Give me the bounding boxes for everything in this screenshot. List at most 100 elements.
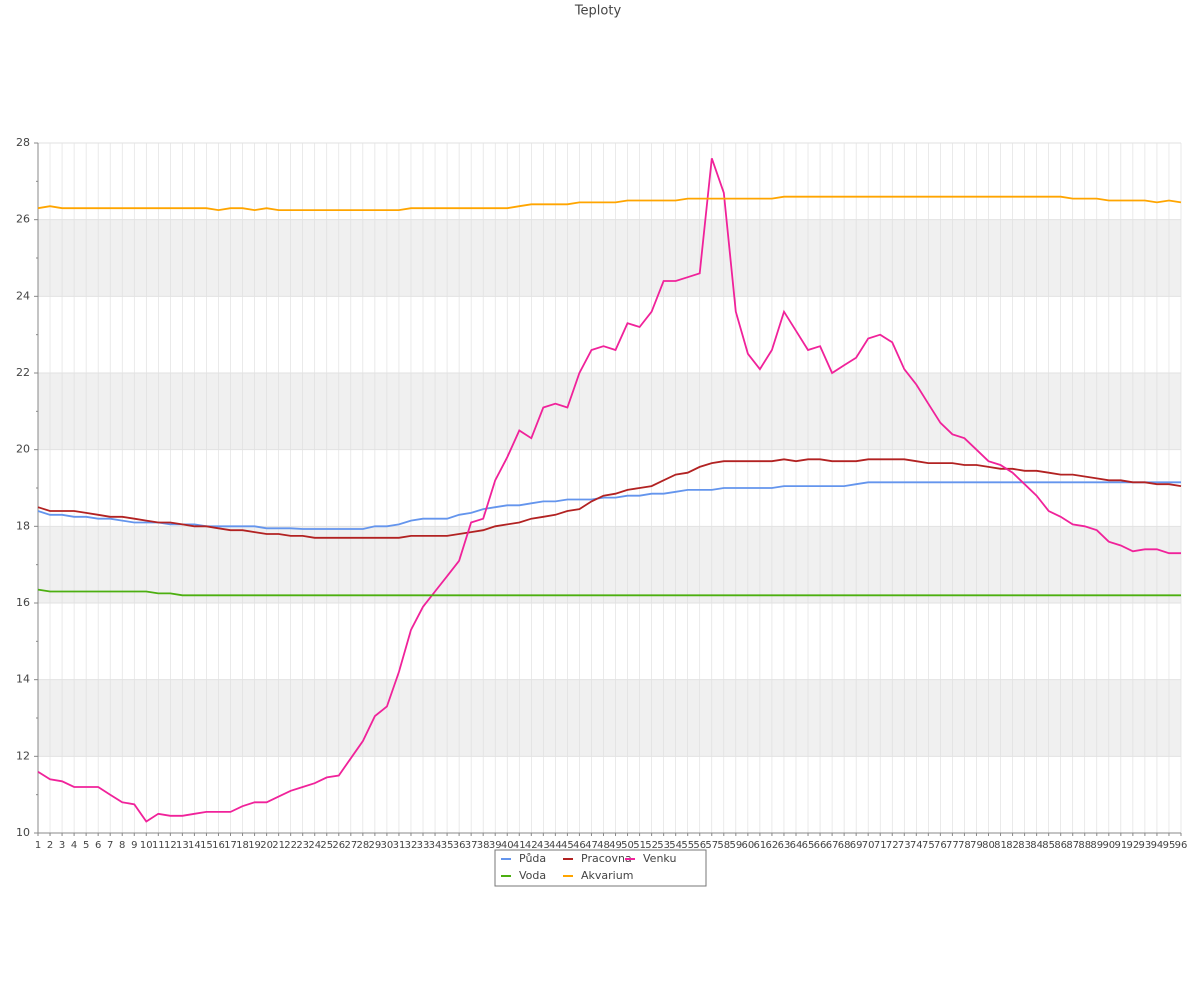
x-tick-label: 90	[1102, 840, 1115, 851]
x-tick-label: 16	[212, 840, 225, 851]
x-tick-label: 49	[609, 840, 622, 851]
y-tick-label: 10	[16, 826, 30, 839]
x-tick-label: 89	[1090, 840, 1103, 851]
x-tick-label: 8	[119, 840, 125, 851]
x-tick-label: 38	[477, 840, 490, 851]
legend-label: Pracovna	[581, 852, 632, 865]
x-tick-label: 22	[284, 840, 297, 851]
x-tick-label: 9	[131, 840, 137, 851]
x-tick-label: 4	[71, 840, 77, 851]
x-tick-label: 67	[826, 840, 839, 851]
x-tick-label: 95	[1163, 840, 1176, 851]
y-tick-label: 28	[16, 136, 30, 149]
x-tick-label: 10	[140, 840, 153, 851]
grid-band	[38, 526, 1181, 603]
x-tick-label: 35	[441, 840, 454, 851]
x-tick-label: 11	[152, 840, 165, 851]
legend-label: Půda	[519, 852, 546, 865]
x-tick-label: 55	[681, 840, 694, 851]
x-tick-label: 29	[369, 840, 382, 851]
x-tick-label: 17	[224, 840, 237, 851]
x-tick-label: 61	[754, 840, 767, 851]
legend-label: Voda	[519, 869, 546, 882]
x-tick-label: 3	[59, 840, 65, 851]
x-tick-label: 7	[107, 840, 113, 851]
x-tick-label: 68	[838, 840, 851, 851]
x-tick-label: 63	[778, 840, 791, 851]
x-tick-label: 18	[236, 840, 249, 851]
series-line	[37, 195, 1182, 212]
x-tick-label: 79	[970, 840, 983, 851]
x-tick-label: 52	[645, 840, 658, 851]
grid-band	[38, 373, 1181, 450]
x-tick-label: 6	[95, 840, 101, 851]
y-tick-label: 14	[16, 673, 30, 686]
x-tick-label: 44	[549, 840, 562, 851]
x-tick-label: 94	[1151, 840, 1164, 851]
x-tick-label: 24	[308, 840, 321, 851]
x-tick-label: 93	[1139, 840, 1152, 851]
y-tick-label: 12	[16, 749, 30, 762]
x-tick-label: 58	[717, 840, 730, 851]
x-tick-label: 32	[405, 840, 418, 851]
x-tick-label: 1	[35, 840, 41, 851]
x-tick-label: 54	[669, 840, 682, 851]
x-tick-label: 87	[1066, 840, 1079, 851]
x-tick-label: 65	[802, 840, 815, 851]
x-tick-label: 2	[47, 840, 53, 851]
x-tick-label: 77	[946, 840, 959, 851]
x-tick-label: 25	[320, 840, 333, 851]
series-line	[37, 458, 1182, 539]
chart-title: Teploty	[574, 4, 622, 19]
y-tick-label: 16	[16, 596, 30, 609]
legend-box	[494, 849, 707, 887]
x-tick-label: 71	[874, 840, 887, 851]
x-tick-label: 60	[741, 840, 754, 851]
x-tick-label: 66	[814, 840, 827, 851]
x-tick-label: 40	[501, 840, 514, 851]
x-tick-label: 74	[910, 840, 923, 851]
x-tick-label: 76	[934, 840, 947, 851]
x-tick-label: 12	[164, 840, 177, 851]
x-tick-label: 80	[982, 840, 995, 851]
x-tick-label: 72	[886, 840, 899, 851]
x-tick-label: 42	[525, 840, 538, 851]
x-tick-label: 86	[1054, 840, 1067, 851]
x-tick-label: 81	[994, 840, 1007, 851]
x-tick-label: 5	[83, 840, 89, 851]
x-tick-label: 50	[621, 840, 634, 851]
x-tick-label: 83	[1018, 840, 1031, 851]
x-tick-label: 92	[1127, 840, 1140, 851]
x-tick-label: 39	[489, 840, 502, 851]
x-tick-label: 43	[537, 840, 550, 851]
x-tick-label: 15	[200, 840, 213, 851]
x-tick-label: 75	[922, 840, 935, 851]
x-tick-label: 78	[958, 840, 971, 851]
x-tick-label: 19	[248, 840, 261, 851]
legend-label: Akvarium	[581, 869, 633, 882]
x-tick-label: 91	[1114, 840, 1127, 851]
y-tick-label: 18	[16, 519, 30, 532]
x-tick-label: 82	[1006, 840, 1019, 851]
series-line	[37, 481, 1181, 530]
x-tick-label: 36	[453, 840, 466, 851]
x-tick-label: 41	[513, 840, 526, 851]
x-tick-label: 37	[465, 840, 478, 851]
x-tick-label: 23	[296, 840, 309, 851]
x-tick-label: 14	[188, 840, 201, 851]
x-tick-label: 64	[790, 840, 803, 851]
x-tick-label: 33	[417, 840, 430, 851]
x-tick-label: 34	[429, 840, 442, 851]
x-tick-label: 31	[393, 840, 406, 851]
series-line	[37, 588, 1181, 597]
x-tick-label: 45	[561, 840, 574, 851]
x-tick-label: 62	[766, 840, 779, 851]
x-tick-label: 27	[344, 840, 357, 851]
legend-label: Venku	[643, 852, 676, 865]
x-tick-label: 84	[1030, 840, 1043, 851]
x-tick-label: 47	[585, 840, 598, 851]
x-tick-label: 69	[850, 840, 863, 851]
x-tick-label: 88	[1078, 840, 1091, 851]
grid-band	[38, 679, 1181, 757]
